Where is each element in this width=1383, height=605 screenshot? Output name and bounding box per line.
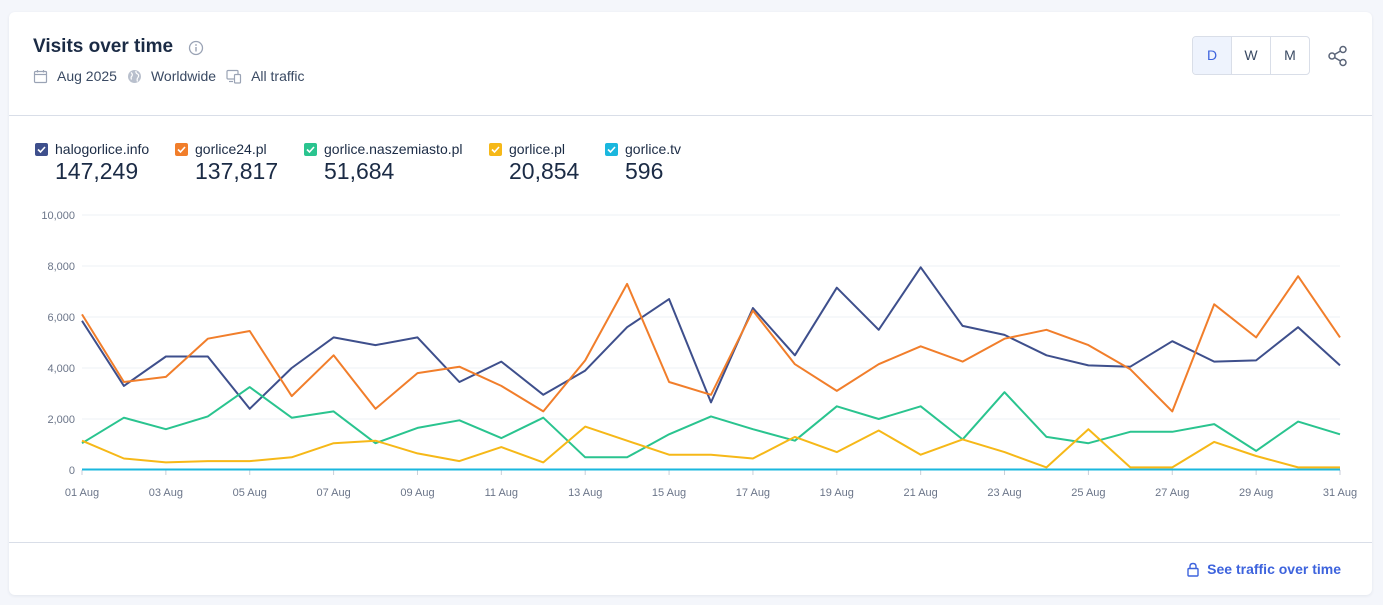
date-label: Aug 2025 — [57, 68, 117, 84]
traffic-filter: All traffic — [226, 68, 305, 84]
share-icon[interactable] — [1327, 45, 1349, 67]
see-traffic-label: See traffic over time — [1207, 561, 1341, 577]
x-tick-label: 17 Aug — [736, 487, 770, 499]
x-tick-label: 25 Aug — [1071, 487, 1105, 499]
x-tick-label: 01 Aug — [65, 487, 99, 499]
x-tick-label: 13 Aug — [568, 487, 602, 499]
y-tick-label: 8,000 — [47, 261, 75, 273]
x-tick-label: 31 Aug — [1323, 487, 1357, 499]
y-tick-label: 0 — [69, 465, 75, 477]
y-tick-label: 4,000 — [47, 363, 75, 375]
calendar-icon — [33, 69, 48, 83]
x-tick-label: 07 Aug — [316, 487, 350, 499]
checkbox-icon[interactable] — [35, 143, 48, 156]
legend-name: gorlice24.pl — [195, 141, 267, 157]
period-month-button[interactable]: M — [1270, 37, 1309, 74]
legend-name: gorlice.pl — [509, 141, 566, 157]
x-tick-label: 03 Aug — [149, 487, 183, 499]
x-tick-label: 23 Aug — [987, 487, 1021, 499]
lock-icon — [1187, 562, 1199, 577]
card-title: Visits over time — [33, 36, 174, 57]
globe-icon — [127, 69, 141, 83]
x-tick-label: 11 Aug — [485, 487, 518, 499]
filter-meta: Aug 2025 Worldwide All traffic — [33, 68, 315, 84]
legend-total: 137,817 — [195, 158, 279, 184]
x-tick-label: 15 Aug — [652, 487, 686, 499]
series-line-gorlice-naszemiasto-pl — [81, 386, 1341, 459]
legend-total: 51,684 — [324, 158, 395, 184]
region-label: Worldwide — [150, 68, 217, 84]
x-tick-label: 05 Aug — [233, 487, 267, 499]
checkbox-icon[interactable] — [605, 143, 618, 156]
x-tick-label: 09 Aug — [400, 487, 434, 499]
traffic-label: All traffic — [251, 68, 305, 84]
x-tick-label: 21 Aug — [904, 487, 938, 499]
devices-icon — [226, 69, 242, 84]
x-tick-label: 29 Aug — [1239, 487, 1273, 499]
card-footer: See traffic over time — [9, 542, 1372, 596]
series-line-gorlice24-pl — [81, 275, 1341, 413]
period-day-button[interactable]: D — [1193, 37, 1231, 74]
checkbox-icon[interactable] — [175, 143, 188, 156]
y-tick-label: 10,000 — [41, 210, 75, 222]
series-line-halogorlice-info — [81, 266, 1341, 410]
legend-name: halogorlice.info — [55, 141, 150, 157]
date-filter: Aug 2025 — [33, 68, 117, 84]
legend-name: gorlice.naszemiasto.pl — [324, 141, 463, 157]
info-icon[interactable] — [188, 40, 204, 56]
x-tick-label: 19 Aug — [820, 487, 854, 499]
legend-name: gorlice.tv — [625, 141, 682, 157]
card-header: Visits over time Aug 2025 — [9, 12, 1372, 116]
checkbox-icon[interactable] — [304, 143, 317, 156]
legend-total: 20,854 — [509, 158, 580, 184]
y-tick-label: 2,000 — [47, 414, 75, 426]
legend-total: 147,249 — [55, 158, 139, 184]
x-tick-label: 27 Aug — [1155, 487, 1189, 499]
period-toggle: D W M — [1192, 36, 1310, 75]
region-filter: Worldwide — [127, 68, 216, 84]
period-week-button[interactable]: W — [1231, 37, 1270, 74]
line-chart: 10,000 8,000 6,000 4,000 2,000 0 01 Aug 03 Aug 0… — [41, 210, 1357, 499]
see-traffic-link[interactable]: See traffic over time — [1187, 561, 1341, 577]
legend-total: 596 — [625, 158, 664, 184]
y-tick-label: 6,000 — [47, 312, 75, 324]
visits-over-time-card: Visits over time Aug 2025 — [9, 12, 1372, 595]
series-line-gorlice-pl — [81, 425, 1340, 469]
checkbox-icon[interactable] — [489, 143, 502, 156]
